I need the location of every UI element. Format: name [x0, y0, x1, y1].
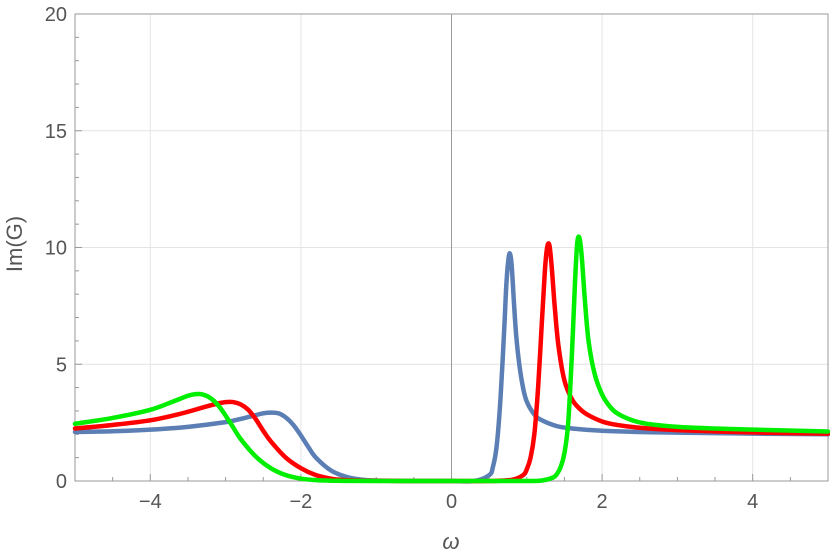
tick-labels: −4 −2 0 2 4 0 5 10 15 20 — [45, 4, 759, 513]
y-tick-label: 15 — [45, 121, 67, 143]
series-group — [72, 234, 830, 484]
series-line-3 — [72, 234, 830, 484]
x-tick-label: 0 — [446, 491, 457, 513]
y-tick-label: 5 — [56, 354, 67, 376]
y-axis-label: Im(G) — [2, 216, 27, 272]
y-tick-label: 10 — [45, 238, 67, 260]
x-axis-label: ω — [442, 529, 459, 554]
y-tick-label: 20 — [45, 4, 67, 26]
x-tick-label: 4 — [747, 491, 758, 513]
x-tick-label: 2 — [597, 491, 608, 513]
x-tick-label: −2 — [289, 491, 312, 513]
y-tick-label: 0 — [56, 471, 67, 493]
series-line-1 — [72, 251, 830, 484]
x-tick-label: −4 — [139, 491, 162, 513]
